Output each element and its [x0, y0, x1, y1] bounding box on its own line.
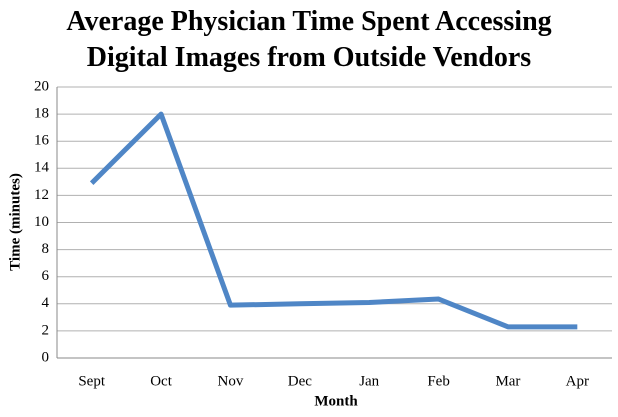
chart-title: Average Physician Time Spent Accessing D…: [66, 6, 552, 73]
x-tick-label: Apr: [566, 373, 589, 389]
x-tick-label: Oct: [150, 373, 172, 389]
x-tick-label: Sept: [78, 373, 106, 389]
x-tick-label: Feb: [427, 373, 450, 389]
series-line: [89, 111, 578, 330]
x-tick-label: Jan: [359, 373, 379, 389]
y-tick-label: 4: [42, 295, 50, 311]
x-tick-label: Nov: [218, 373, 244, 389]
y-tick-label: 14: [34, 160, 50, 176]
y-axis-label: Time (minutes): [7, 173, 23, 271]
y-tick-label: 0: [42, 349, 50, 365]
y-tick-label: 18: [34, 106, 49, 122]
x-tick-label: Mar: [495, 373, 520, 389]
y-tick-label: 10: [34, 214, 49, 230]
y-tick-label: 6: [42, 268, 50, 284]
y-tick-label: 2: [42, 322, 50, 338]
y-tick-label: 8: [42, 241, 50, 257]
x-tick-label: Dec: [288, 373, 312, 389]
y-tick-label: 16: [34, 133, 50, 149]
y-tick-label: 12: [34, 187, 49, 203]
y-tick-label: 20: [34, 78, 49, 94]
x-axis-label: Month: [314, 393, 358, 409]
